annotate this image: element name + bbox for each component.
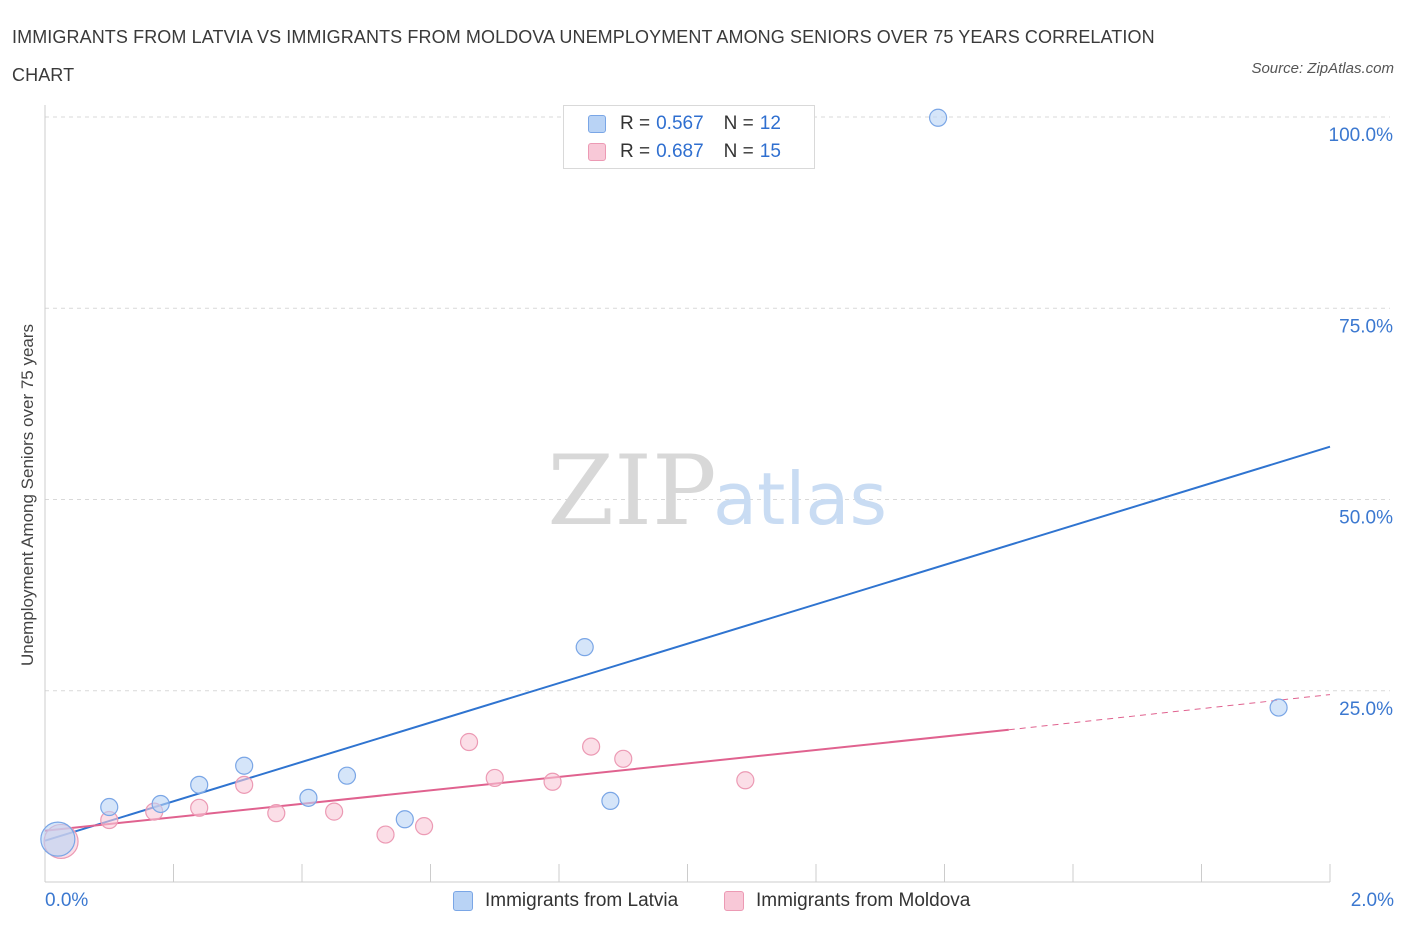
y-tick-labels: 100.0% 75.0% 50.0% 25.0% (1329, 125, 1394, 720)
x-tick-label-max: 2.0% (1350, 890, 1394, 911)
legend-r-value: 0.687 (656, 141, 704, 162)
y-tick-label: 50.0% (1339, 508, 1393, 529)
point-latvia (235, 756, 254, 775)
point-moldova (376, 825, 395, 844)
legend-row-moldova: R = 0.687 N = 15 (588, 139, 781, 165)
point-latvia (928, 108, 948, 127)
point-moldova (614, 749, 633, 768)
legend-n-value: 15 (759, 141, 781, 162)
series-swatch-moldova (724, 891, 744, 911)
data-points (40, 108, 1288, 860)
chart-title: IMMIGRANTS FROM LATVIA VS IMMIGRANTS FRO… (12, 27, 1155, 85)
series-swatch-latvia (453, 891, 473, 911)
point-moldova (485, 768, 504, 788)
x-tick-label-min: 0.0% (45, 890, 89, 911)
series-label-moldova: Immigrants from Moldova (756, 890, 971, 911)
series-label-latvia: Immigrants from Latvia (485, 890, 679, 911)
series-legend-moldova: Immigrants from Moldova (724, 890, 970, 912)
legend-n-label: N = (723, 141, 754, 162)
point-latvia (395, 810, 414, 829)
point-moldova (582, 737, 601, 756)
watermark: ZIP atlas (547, 435, 887, 547)
watermark-atlas: atlas (713, 457, 887, 541)
legend-n-value: 12 (759, 113, 781, 134)
point-moldova (267, 804, 286, 823)
trend-line-moldova (44, 728, 1009, 832)
point-latvia (575, 638, 594, 657)
legend-r-label: R = (620, 141, 651, 162)
y-tick-label: 25.0% (1339, 699, 1393, 720)
legend-swatch-latvia (588, 115, 606, 133)
point-moldova (736, 771, 755, 790)
y-tick-label: 75.0% (1339, 316, 1393, 337)
point-latvia (40, 821, 76, 857)
trend-line-latvia (44, 445, 1331, 842)
source-label: Source: ZipAtlas.com (1251, 60, 1394, 77)
point-latvia (601, 791, 620, 811)
series-legend: Immigrants from Latvia Immigrants from M… (0, 888, 1406, 916)
y-tick-label: 100.0% (1329, 125, 1394, 146)
legend-r-value: 0.567 (656, 113, 704, 134)
axes (44, 105, 1331, 883)
point-moldova (235, 775, 254, 794)
series-legend-latvia: Immigrants from Latvia (453, 890, 678, 912)
point-moldova (325, 802, 344, 821)
correlation-legend: R = 0.567 N = 12 R = 0.687 N = 15 (563, 105, 815, 169)
point-latvia (190, 775, 209, 794)
point-latvia (1269, 698, 1288, 717)
point-latvia (100, 797, 119, 817)
legend-swatch-moldova (588, 143, 606, 161)
point-latvia (299, 788, 318, 807)
legend-r-label: R = (620, 113, 651, 134)
point-moldova (543, 772, 562, 791)
gridlines (45, 116, 1390, 692)
point-latvia (337, 766, 357, 785)
legend-row-latvia: R = 0.567 N = 12 (588, 111, 781, 137)
legend-n-label: N = (723, 113, 754, 134)
point-latvia (151, 794, 170, 814)
point-moldova (414, 817, 434, 836)
point-moldova (459, 732, 479, 752)
point-moldova (190, 798, 209, 817)
watermark-zip: ZIP (547, 435, 716, 547)
